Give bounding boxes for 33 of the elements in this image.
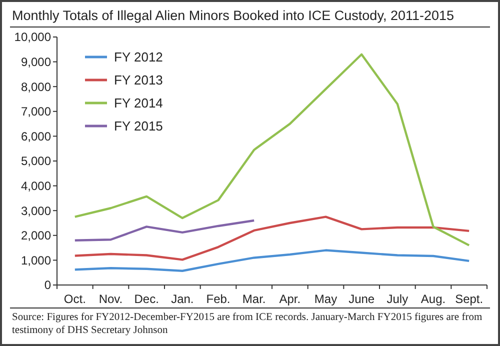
x-tick-label: July [386,292,408,306]
line-series [74,219,256,242]
y-tick-label: 4,000 [20,179,52,193]
legend-label: FY 2012 [114,50,163,65]
y-tick-label: 8,000 [20,80,52,94]
chart-title: Monthly Totals of Illegal Alien Minors Booked into ICE Custody, 2011-2015 [12,8,454,23]
source-note: Source: Figures for FY2012-December-FY2015 are from ICE records. January-March FY2015 figures are from testimony of DHS Secretary Johnson [12,311,484,337]
x-tick-label: May [314,292,338,306]
y-tick-label: 10,000 [14,30,52,44]
y-tick-label: 2,000 [20,228,52,243]
legend-label: FY 2015 [114,118,163,134]
line-series [74,249,470,272]
x-tick-label: Aug. [420,292,446,306]
x-tick-label: Jan. [171,292,194,306]
x-tick-label: Dec. [134,292,159,306]
legend-label: FY 2013 [114,72,163,88]
line-series [74,53,470,246]
y-tick-label: 1,000 [20,253,52,268]
x-tick-label: Nov. [98,292,123,306]
x-tick-label: June [348,292,375,306]
y-tick-label: 0 [44,278,52,292]
x-tick-label: Feb. [206,292,230,306]
y-tick-label: 7,000 [20,104,52,119]
x-tick-label: Apr. [279,292,301,306]
x-tick-label: Oct. [64,292,86,306]
x-tick-label: Sept. [455,292,484,306]
legend-label: FY 2014 [114,96,163,111]
y-tick-label: 5,000 [20,154,52,168]
line-series [74,216,470,261]
y-tick-label: 9,000 [20,55,52,69]
x-tick-label: Mar. [242,292,266,306]
y-tick-label: 6,000 [20,129,52,144]
y-tick-label: 3,000 [20,204,52,218]
